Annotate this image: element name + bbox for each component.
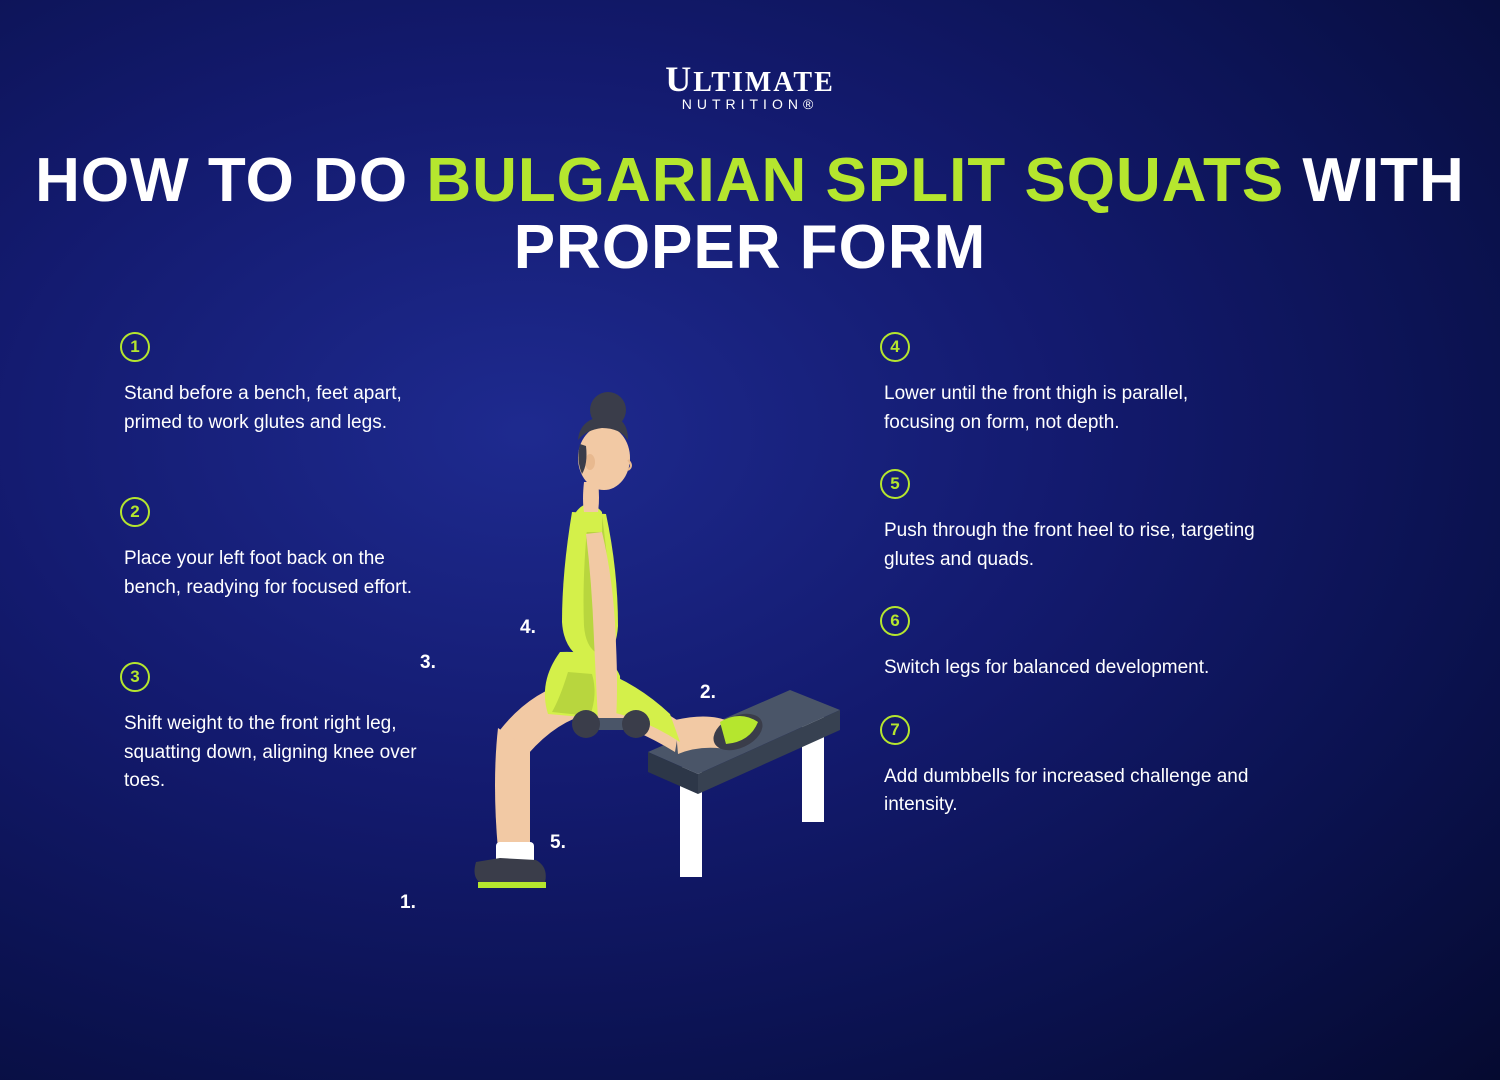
step-number: 2 [120,497,150,527]
steps-left-column: 1 Stand before a bench, feet apart, prim… [120,332,420,856]
exercise-illustration: 1. 2. 3. 4. 5. [380,362,850,932]
brand-logo: ULTIMATE NUTRITION® [0,0,1500,112]
step-text: Lower until the front thigh is parallel,… [880,380,1260,437]
step-text: Add dumbbells for increased challenge an… [880,763,1260,820]
step-6: 6 Switch legs for balanced development. [880,606,1260,683]
step-4: 4 Lower until the front thigh is paralle… [880,332,1260,437]
step-number: 7 [880,715,910,745]
step-number: 4 [880,332,910,362]
annotation-2: 2. [700,682,716,704]
head [578,392,631,512]
annotation-3: 3. [420,652,436,674]
split-squat-svg [380,362,850,932]
step-2: 2 Place your left foot back on the bench… [120,497,420,602]
step-text: Place your left foot back on the bench, … [120,545,420,602]
step-text: Push through the front heel to rise, tar… [880,517,1260,574]
steps-right-column: 4 Lower until the front thigh is paralle… [880,332,1260,852]
step-text: Switch legs for balanced development. [880,654,1260,683]
step-number: 3 [120,662,150,692]
annotation-4: 4. [520,617,536,639]
brand-bottom: NUTRITION® [0,96,1500,112]
brand-top: ULTIMATE [0,58,1500,100]
content-area: 1 Stand before a bench, feet apart, prim… [0,332,1500,1080]
step-number: 5 [880,469,910,499]
step-3: 3 Shift weight to the front right leg, s… [120,662,420,796]
annotation-5: 5. [550,832,566,854]
step-text: Stand before a bench, feet apart, primed… [120,380,420,437]
page-title: HOW TO DO BULGARIAN SPLIT SQUATS WITH PR… [0,148,1500,282]
annotation-1: 1. [400,892,416,914]
step-number: 1 [120,332,150,362]
step-5: 5 Push through the front heel to rise, t… [880,469,1260,574]
step-number: 6 [880,606,910,636]
step-text: Shift weight to the front right leg, squ… [120,710,420,796]
step-7: 7 Add dumbbells for increased challenge … [880,715,1260,820]
step-1: 1 Stand before a bench, feet apart, prim… [120,332,420,437]
